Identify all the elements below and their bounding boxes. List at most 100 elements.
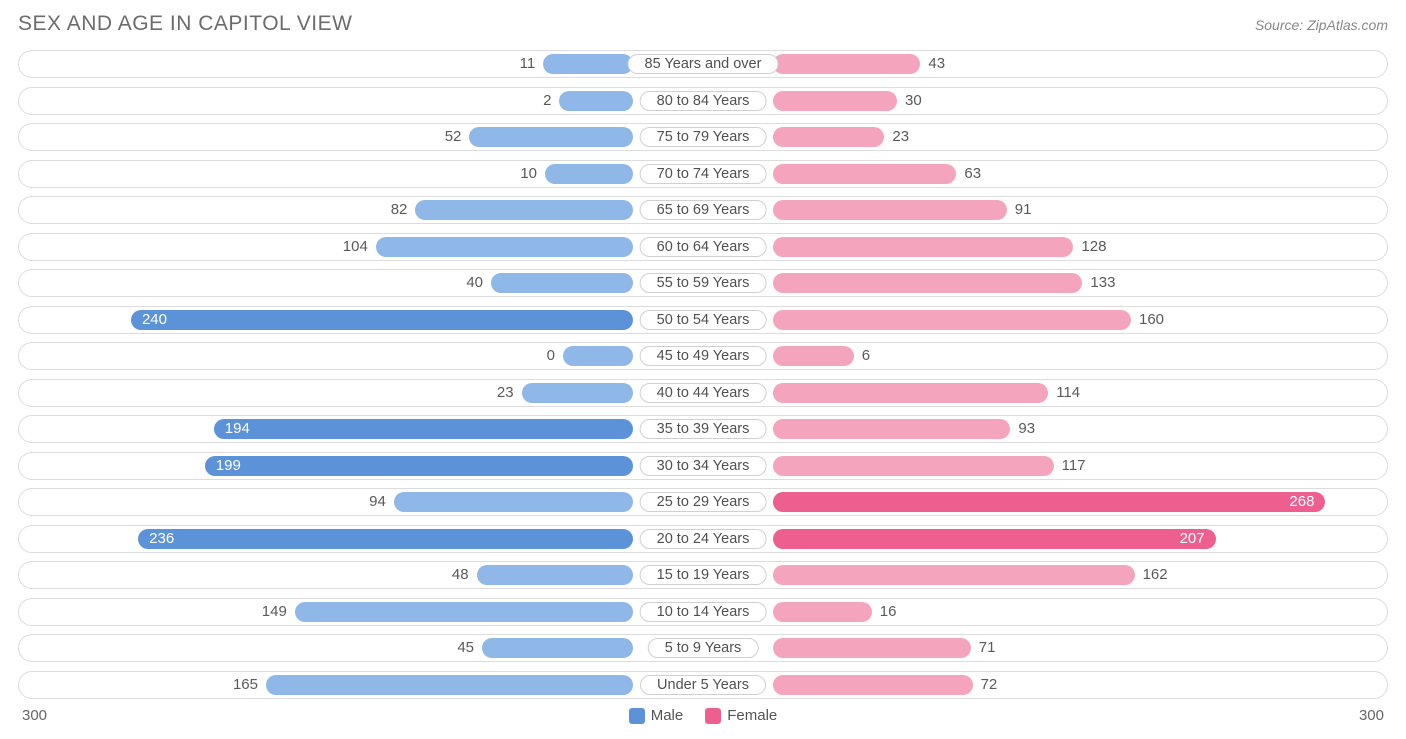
pyramid-row: 40 133 55 to 59 Years [18,269,1388,297]
female-bar [773,602,872,622]
male-bar [522,383,633,403]
axis-right-max: 300 [1359,707,1384,724]
age-bracket-label: 20 to 24 Years [640,529,767,549]
male-value: 236 [149,530,174,547]
female-value: 23 [892,128,909,145]
male-value: 199 [216,457,241,474]
pyramid-row: 23 114 40 to 44 Years [18,379,1388,407]
female-bar [773,456,1054,476]
male-value: 23 [497,384,514,401]
age-bracket-label: 80 to 84 Years [640,91,767,111]
pyramid-row: 114385 Years and over [18,50,1388,78]
male-bar [491,273,633,293]
age-bracket-label: 50 to 54 Years [640,310,767,330]
age-bracket-label: 30 to 34 Years [640,456,767,476]
male-value: 48 [452,566,469,583]
female-bar [773,200,1007,220]
pyramid-row: 82 91 65 to 69 Years [18,196,1388,224]
age-bracket-label: 40 to 44 Years [640,383,767,403]
female-value: 133 [1090,274,1115,291]
chart-footer: 300 Male Female 300 [18,707,1388,724]
male-value: 45 [457,639,474,656]
age-bracket-label: 55 to 59 Years [640,273,767,293]
pyramid-row: 199 117 30 to 34 Years [18,452,1388,480]
female-bar [773,346,854,366]
male-bar [138,529,633,549]
female-value: 30 [905,92,922,109]
female-value: 268 [1289,493,1314,510]
male-bar [563,346,633,366]
female-bar [773,638,971,658]
female-bar [773,54,920,74]
male-bar [469,127,633,147]
female-value: 43 [928,55,945,72]
male-bar [543,54,633,74]
male-bar [394,492,633,512]
legend-male: Male [629,707,684,724]
population-pyramid-chart: 114385 Years and over23080 to 84 Years52… [18,50,1388,699]
male-value: 165 [233,676,258,693]
female-bar [773,529,1216,549]
female-value: 72 [981,676,998,693]
female-swatch-icon [705,708,721,724]
female-bar [773,675,973,695]
legend-male-label: Male [651,707,684,724]
axis-left-max: 300 [22,707,47,724]
male-value: 40 [466,274,483,291]
male-bar [415,200,633,220]
female-value: 93 [1018,420,1035,437]
chart-legend: Male Female [629,707,778,724]
age-bracket-label: 25 to 29 Years [640,492,767,512]
female-value: 91 [1015,201,1032,218]
pyramid-row: 522375 to 79 Years [18,123,1388,151]
age-bracket-label: 85 Years and over [628,54,779,74]
male-value: 82 [391,201,408,218]
female-value: 114 [1056,384,1080,401]
female-bar [773,91,897,111]
male-value: 10 [520,165,537,182]
female-value: 162 [1143,566,1168,583]
female-value: 128 [1081,238,1106,255]
male-value: 194 [225,420,250,437]
age-bracket-label: 35 to 39 Years [640,419,767,439]
male-bar [131,310,633,330]
male-value: 94 [369,493,386,510]
male-bar [295,602,633,622]
chart-title: SEX AND AGE IN CAPITOL VIEW [18,12,352,36]
pyramid-row: 45 71 5 to 9 Years [18,634,1388,662]
pyramid-row: 10 63 70 to 74 Years [18,160,1388,188]
female-bar [773,492,1325,512]
female-bar [773,383,1048,403]
pyramid-row: 48 162 15 to 19 Years [18,561,1388,589]
age-bracket-label: 5 to 9 Years [648,638,759,658]
age-bracket-label: 65 to 69 Years [640,200,767,220]
age-bracket-label: 70 to 74 Years [640,164,767,184]
female-bar [773,419,1010,439]
pyramid-row: 23620720 to 24 Years [18,525,1388,553]
female-value: 117 [1062,457,1086,474]
male-bar [214,419,633,439]
male-value: 0 [547,347,555,364]
pyramid-row: 194 93 35 to 39 Years [18,415,1388,443]
male-value: 104 [343,238,368,255]
male-bar [205,456,633,476]
legend-female: Female [705,707,777,724]
male-value: 52 [445,128,462,145]
male-value: 240 [142,311,167,328]
male-bar [545,164,633,184]
pyramid-row: 2 30 80 to 84 Years [18,87,1388,115]
female-bar [773,164,956,184]
age-bracket-label: Under 5 Years [640,675,766,695]
female-bar [773,127,884,147]
female-value: 63 [964,165,981,182]
male-value: 149 [262,603,287,620]
age-bracket-label: 15 to 19 Years [640,565,767,585]
male-value: 2 [543,92,551,109]
male-bar [376,237,633,257]
female-value: 16 [880,603,897,620]
age-bracket-label: 45 to 49 Years [640,346,767,366]
chart-source: Source: ZipAtlas.com [1255,17,1388,33]
female-value: 71 [979,639,996,656]
female-value: 160 [1139,311,1164,328]
pyramid-row: 165 72 Under 5 Years [18,671,1388,699]
